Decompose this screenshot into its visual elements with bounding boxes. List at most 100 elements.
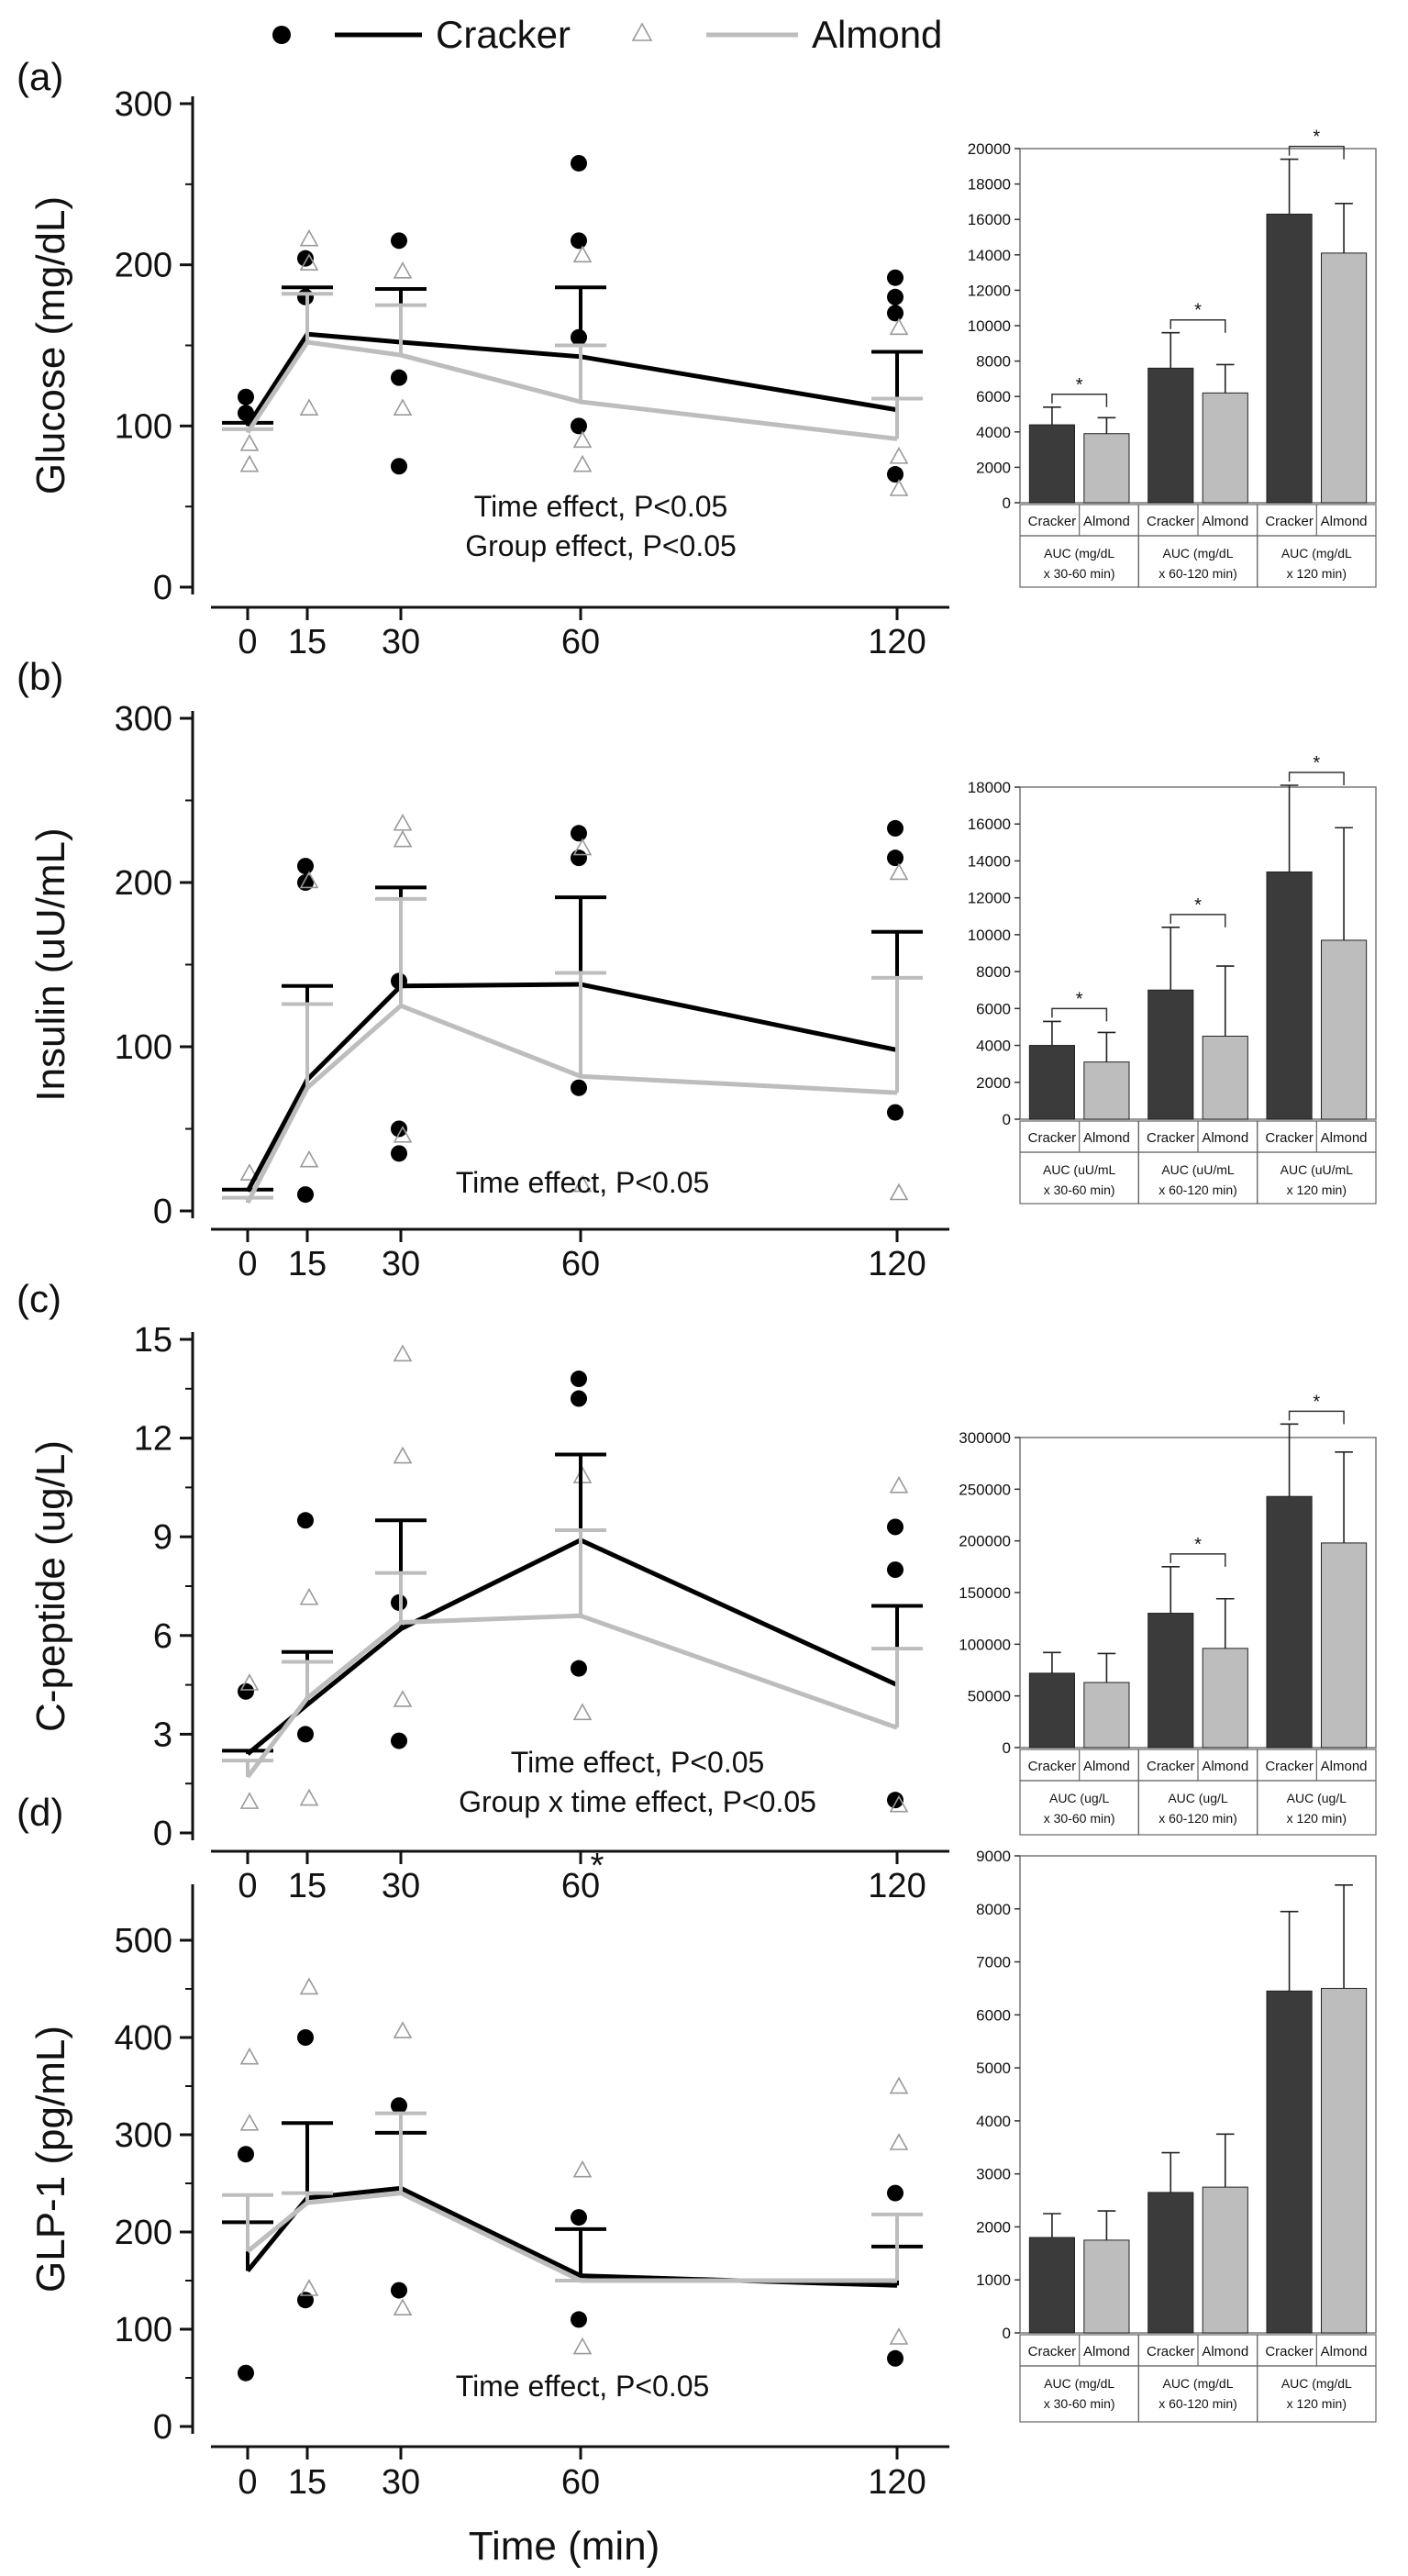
group-label-cell: [1257, 1780, 1377, 1836]
cracker-auc-bar: [1266, 213, 1313, 504]
legend-cracker-label: Cracker: [436, 13, 571, 56]
cracker-point: [571, 1371, 587, 1388]
line-panel-3: (c) 0 3 6 9 12 15 C-peptide (ug/L) 0 15 30 60 120 * Ti…: [17, 1277, 949, 1905]
almond-point: [239, 433, 260, 451]
almond-point: [299, 228, 319, 247]
y-tick-label: 0: [153, 569, 172, 607]
y-tick-label: 300: [115, 85, 172, 124]
group-label-cell: [1019, 2365, 1139, 2423]
almond-point: [239, 1792, 260, 1809]
x-tick-label: 0: [238, 623, 257, 661]
x-tick-label: 30: [382, 623, 420, 661]
y-tick-label: 12: [134, 1420, 172, 1459]
group-label-line1: AUC (mg/dL: [1044, 2376, 1114, 2391]
bar-label-almond: Almond: [1321, 2344, 1368, 2359]
stat-annotation: Time effect, P<0.05: [456, 2370, 710, 2403]
almond-point: [889, 2133, 909, 2150]
bar-label-almond: Almond: [1202, 1130, 1248, 1146]
cracker-auc-bar: [1147, 2192, 1194, 2334]
y-axis-label: Insulin (uU/mL): [28, 827, 73, 1101]
y-tick-label: 8000: [976, 353, 1011, 371]
y-tick-label: 50000: [968, 1688, 1011, 1705]
bar-label-cracker: Cracker: [1265, 1130, 1314, 1146]
significance-star: *: [1076, 989, 1083, 1009]
almond-point: [393, 398, 413, 416]
group-label-line2: x 60-120 min): [1159, 2396, 1237, 2411]
significance-star: *: [1313, 128, 1320, 148]
cracker-point: [297, 2029, 314, 2046]
cracker-point: [297, 858, 314, 875]
almond-point: [889, 1183, 909, 1201]
cracker-point: [571, 849, 587, 867]
y-tick-label: 200: [115, 247, 172, 285]
almond-point: [393, 1690, 413, 1707]
group-label-line1: AUC (ug/L: [1287, 1791, 1347, 1805]
cracker-point: [571, 2311, 587, 2328]
y-tick-label: 0: [1003, 494, 1011, 512]
line-panel-2: (b) 0 100 200 300 Insulin (uU/mL) 0 15 30 60 120 Ti…: [17, 655, 949, 1283]
almond-auc-bar: [1202, 1036, 1248, 1120]
x-tick-label: 0: [238, 1245, 257, 1283]
almond-auc-bar: [1321, 252, 1368, 504]
y-tick-label: 7000: [976, 1954, 1011, 1971]
x-tick-label: 15: [288, 1245, 327, 1283]
cracker-auc-bar: [1266, 872, 1313, 1120]
almond-point: [889, 479, 909, 496]
almond-point: [299, 1587, 319, 1605]
y-tick-label: 4000: [976, 424, 1011, 441]
bar-label-almond: Almond: [1321, 1130, 1368, 1146]
cracker-point: [887, 305, 904, 322]
almond-point: [393, 2298, 413, 2315]
x-tick-label: 120: [868, 1245, 926, 1283]
almond-point: [299, 253, 319, 271]
y-tick-label: 9000: [976, 1848, 1011, 1865]
stat-annotation: Group effect, P<0.05: [465, 529, 737, 562]
auc-bar-panel-4: 0 1000 2000 3000 4000 5000 6000 7000 8000 9000 Cra…: [976, 1848, 1377, 2423]
bar-label-almond: Almond: [1321, 514, 1368, 529]
x-tick-label: 15: [288, 1867, 327, 1905]
almond-auc-bar: [1083, 433, 1130, 504]
y-tick-label: 16000: [968, 211, 1011, 228]
cracker-mean-line: [246, 1538, 899, 1756]
legend: Cracker Almond: [272, 13, 942, 56]
y-axis-label: Glucose (mg/dL): [28, 196, 73, 494]
bar-label-cracker: Cracker: [1028, 514, 1077, 529]
auc-bar-panel-1: 0 2000 4000 6000 8000 10000 12000 14000 16000 180…: [968, 128, 1377, 588]
almond-point: [889, 317, 909, 336]
almond-point: [299, 1977, 319, 1995]
y-tick-label: 8000: [976, 1901, 1011, 1918]
almond-point: [239, 454, 260, 472]
bar-label-almond: Almond: [1321, 1759, 1368, 1774]
significance-bracket: [1288, 145, 1345, 160]
y-tick-label: 9: [153, 1518, 172, 1557]
x-tick-label: 60: [561, 623, 600, 661]
y-tick-label: 10000: [968, 927, 1011, 944]
almond-point: [393, 813, 413, 831]
cracker-auc-bar: [1147, 1613, 1194, 1749]
significance-star: *: [1313, 753, 1320, 773]
almond-point: [299, 871, 319, 889]
y-tick-label: 300: [115, 2116, 172, 2155]
almond-auc-bar: [1321, 939, 1368, 1120]
cracker-point: [391, 1120, 407, 1138]
cracker-auc-bar: [1028, 2237, 1075, 2334]
group-label-line2: x 120 min): [1287, 1811, 1347, 1826]
cracker-point: [391, 232, 407, 250]
y-tick-label: 100: [115, 407, 172, 446]
almond-auc-bar: [1083, 1682, 1130, 1749]
cracker-auc-bar: [1028, 1672, 1075, 1749]
almond-auc-bar: [1321, 1542, 1368, 1749]
y-tick-label: 0: [1003, 1111, 1011, 1128]
y-tick-label: 20000: [968, 140, 1011, 158]
cracker-point: [571, 1660, 587, 1677]
almond-point: [572, 2160, 593, 2178]
x-tick-label: 30: [382, 1245, 420, 1283]
almond-point: [889, 2327, 909, 2345]
almond-point: [572, 430, 593, 449]
almond-point: [393, 2021, 413, 2038]
bar-label-cracker: Cracker: [1147, 2344, 1195, 2359]
cracker-point: [887, 1518, 904, 1536]
bar-label-cracker: Cracker: [1265, 1759, 1314, 1774]
almond-mean-line: [246, 2191, 897, 2283]
